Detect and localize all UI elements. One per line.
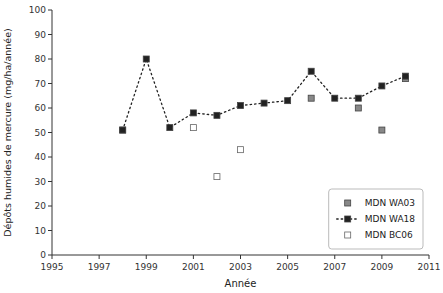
legend: MDN WA03 MDN WA18 MDN BC06: [329, 189, 423, 249]
data-point: [402, 73, 408, 79]
data-point: [214, 112, 220, 118]
data-point: [379, 83, 385, 89]
x-tick: [240, 255, 241, 259]
x-tick-label: 1995: [41, 262, 64, 272]
series-line: [123, 59, 406, 130]
y-tick: [48, 10, 52, 11]
y-tick: [48, 132, 52, 133]
data-point: [120, 127, 126, 133]
x-tick: [381, 255, 382, 259]
series-markers: [190, 125, 243, 180]
y-tick-label: 70: [35, 79, 47, 89]
data-point: [332, 95, 338, 101]
data-point: [379, 127, 385, 133]
data-point: [190, 110, 196, 116]
data-point: [355, 95, 361, 101]
data-point: [261, 100, 267, 106]
x-tick: [146, 255, 147, 259]
legend-swatch: [345, 200, 351, 206]
y-tick-label: 10: [35, 226, 47, 236]
y-tick-label: 40: [35, 152, 47, 162]
data-point: [167, 125, 173, 131]
y-tick-label: 50: [35, 128, 47, 138]
y-tick: [48, 34, 52, 35]
y-tick: [48, 108, 52, 109]
series-markers: [120, 56, 409, 133]
background: [0, 0, 443, 293]
x-tick: [99, 255, 100, 259]
data-point: [238, 147, 244, 153]
y-axis-label: Dépôts humides de mercure (mg/ha/année): [2, 28, 13, 236]
x-axis-label: Année: [225, 278, 257, 289]
x-tick: [287, 255, 288, 259]
chart-container: 1995 1997 1999 2001 2003 2005 2007 2009 2011 0 10 2…: [0, 0, 443, 293]
plot-area: [120, 56, 409, 180]
legend-label: MDN WA18: [365, 214, 416, 224]
x-tick: [334, 255, 335, 259]
y-tick-label: 100: [29, 5, 46, 15]
y-tick-label: 0: [40, 250, 46, 260]
legend-swatch: [345, 232, 351, 238]
y-tick: [48, 59, 52, 60]
data-point: [285, 98, 291, 104]
y-tick: [48, 255, 52, 256]
y-tick: [48, 181, 52, 182]
y-tick: [48, 230, 52, 231]
y-tick-label: 30: [35, 177, 47, 187]
x-tick: [429, 255, 430, 259]
data-point: [190, 125, 196, 131]
y-tick: [48, 157, 52, 158]
chart-svg: 1995 1997 1999 2001 2003 2005 2007 2009 2011 0 10 2…: [0, 0, 443, 293]
axes: 1995 1997 1999 2001 2003 2005 2007 2009 2011 0 10 2…: [29, 5, 441, 272]
x-tick: [193, 255, 194, 259]
x-tick-label: 2007: [323, 262, 346, 272]
y-tick: [48, 206, 52, 207]
legend-box: [329, 189, 423, 249]
data-point: [355, 105, 361, 111]
data-point: [308, 95, 314, 101]
y-tick-label: 20: [35, 201, 47, 211]
x-tick-label: 1999: [135, 262, 158, 272]
data-point: [120, 127, 126, 133]
series-markers: [120, 76, 409, 133]
x-tick-label: 2005: [276, 262, 299, 272]
x-tick: [52, 255, 53, 259]
data-point: [308, 68, 314, 74]
x-tick-label: 2003: [229, 262, 252, 272]
y-tick-label: 80: [35, 54, 47, 64]
x-tick-label: 1997: [88, 262, 111, 272]
x-tick-label: 2009: [370, 262, 393, 272]
y-tick-label: 60: [35, 103, 47, 113]
data-point: [143, 56, 149, 62]
y-tick: [48, 83, 52, 84]
legend-swatch: [345, 216, 351, 222]
data-point: [238, 103, 244, 109]
legend-label: MDN WA03: [365, 198, 415, 208]
legend-label: MDN BC06: [365, 230, 413, 240]
x-tick-label: 2001: [182, 262, 205, 272]
data-point: [214, 174, 220, 180]
y-tick-label: 90: [35, 30, 47, 40]
x-tick-label: 2011: [418, 262, 441, 272]
